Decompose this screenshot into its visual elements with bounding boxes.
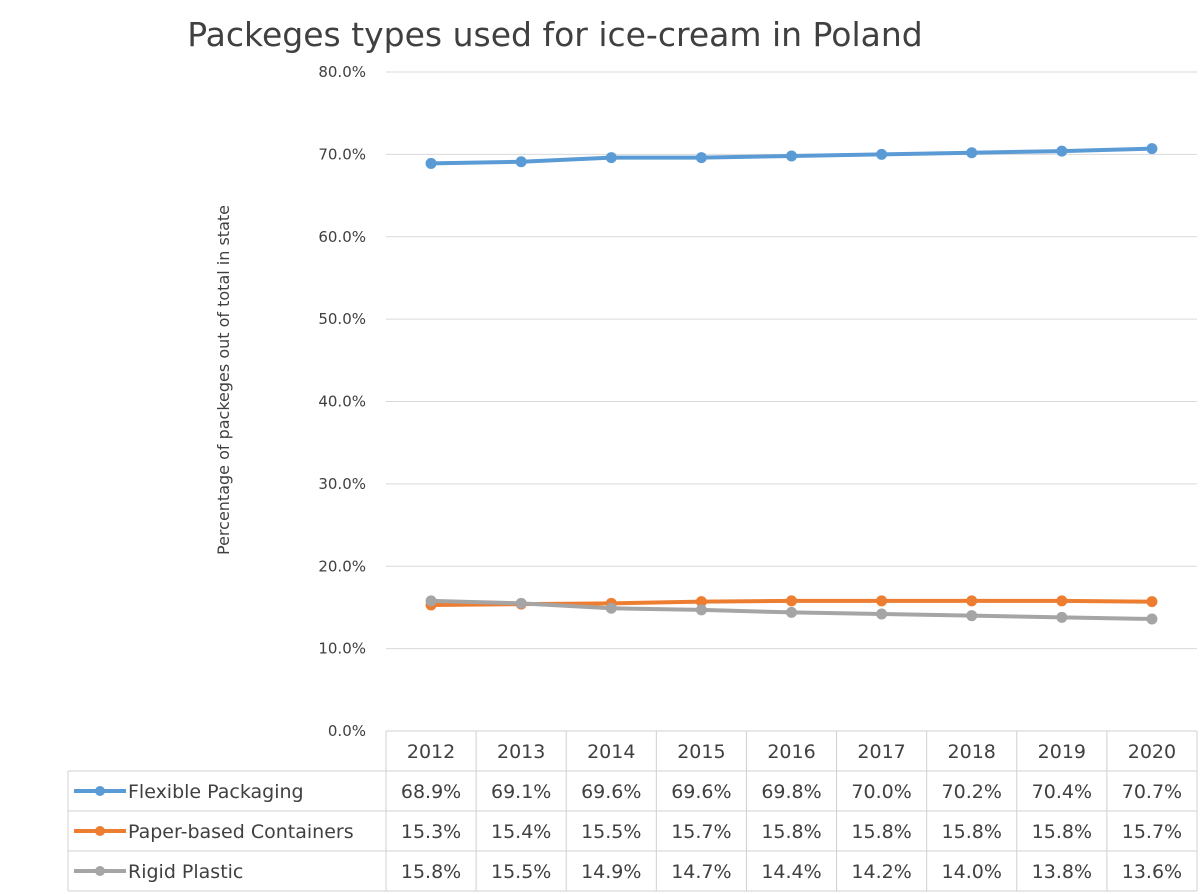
y-tick-label: 80.0%: [318, 63, 366, 81]
data-table-cell: 14.9%: [581, 861, 641, 883]
data-table-cell: 14.4%: [761, 861, 821, 883]
data-point: [695, 596, 707, 608]
x-tick-label: 2019: [1038, 741, 1086, 763]
data-point: [425, 595, 437, 607]
data-table-cell: 15.4%: [491, 821, 551, 843]
y-tick-label: 10.0%: [318, 640, 366, 658]
data-point: [1056, 145, 1068, 157]
grid: 0.0% 10.0% 20.0% 30.0% 40.0% 50.0% 60.0% 70.0% 8…: [318, 63, 1197, 740]
data-point: [966, 147, 978, 159]
data-table-cell: 14.2%: [851, 861, 911, 883]
data-table-cell: 70.7%: [1122, 781, 1182, 803]
data-table-cell: 15.8%: [401, 861, 461, 883]
data-table-cell: 70.0%: [851, 781, 911, 803]
legend-entry: Rigid Plastic: [128, 861, 243, 883]
data-table-cell: 13.8%: [1032, 861, 1092, 883]
data-point: [515, 597, 527, 609]
x-tick-label: 2017: [857, 741, 905, 763]
data-table-cell: 68.9%: [401, 781, 461, 803]
data-point: [515, 156, 527, 168]
data-table-cell: 13.6%: [1122, 861, 1182, 883]
data-point: [605, 152, 617, 164]
data-point: [695, 152, 707, 164]
data-table-cell: 70.4%: [1032, 781, 1092, 803]
y-tick-label: 0.0%: [328, 722, 366, 740]
data-table-cell: 69.6%: [671, 781, 731, 803]
y-axis-label: Percentage of packeges out of total in s…: [214, 205, 233, 555]
y-tick-label: 60.0%: [318, 228, 366, 246]
y-tick-label: 20.0%: [318, 557, 366, 575]
data-table-cell: 14.7%: [671, 861, 731, 883]
data-point: [876, 595, 888, 607]
data-table-cell: 69.8%: [761, 781, 821, 803]
chart-title: Packeges types used for ice-cream in Pol…: [187, 15, 922, 54]
data-point: [966, 610, 978, 622]
x-tick-label: 2013: [497, 741, 545, 763]
legend-key-marker: [95, 826, 105, 836]
data-table-cell: 15.7%: [1122, 821, 1182, 843]
data-table-cell: 15.5%: [581, 821, 641, 843]
data-point: [1146, 613, 1158, 625]
legend-key-marker: [95, 866, 105, 876]
x-tick-label: 2020: [1128, 741, 1176, 763]
data-point: [605, 602, 617, 614]
data-point: [786, 150, 797, 162]
data-point: [1056, 595, 1068, 607]
data-point: [876, 148, 888, 160]
data-point: [786, 606, 797, 618]
data-point: [695, 604, 707, 616]
legend-entry: Paper-based Containers: [128, 821, 354, 843]
data-point: [1146, 596, 1158, 608]
data-table-cell: 69.1%: [491, 781, 551, 803]
x-tick-label: 2012: [407, 741, 455, 763]
x-tick-label: 2018: [948, 741, 996, 763]
data-table-cell: 15.8%: [942, 821, 1002, 843]
x-tick-label: 2015: [677, 741, 725, 763]
y-tick-label: 30.0%: [318, 475, 366, 493]
data-table-cell: 15.3%: [401, 821, 461, 843]
data-table: 2012 2013 2014 2015 2016 2017 2018 2019 2020 Flex…: [67, 730, 1198, 892]
data-table-cell: 15.5%: [491, 861, 551, 883]
data-table-cell: 15.8%: [851, 821, 911, 843]
x-tick-label: 2016: [767, 741, 815, 763]
data-point: [1146, 143, 1158, 155]
y-tick-label: 40.0%: [318, 393, 366, 411]
data-point: [786, 595, 797, 607]
plot-area: [425, 143, 1158, 625]
data-table-cell: 15.8%: [761, 821, 821, 843]
data-table-cell: 70.2%: [942, 781, 1002, 803]
data-table-cell: 15.8%: [1032, 821, 1092, 843]
data-point: [876, 608, 888, 620]
data-table-cell: 69.6%: [581, 781, 641, 803]
x-tick-label: 2014: [587, 741, 635, 763]
data-table-cell: 14.0%: [942, 861, 1002, 883]
legend-entry: Flexible Packaging: [128, 781, 304, 803]
data-table-cell: 15.7%: [671, 821, 731, 843]
legend-key-marker: [95, 786, 105, 796]
y-tick-label: 70.0%: [318, 145, 366, 163]
data-point: [425, 157, 437, 169]
data-point: [1056, 611, 1068, 623]
data-point: [966, 595, 978, 607]
y-tick-label: 50.0%: [318, 310, 366, 328]
